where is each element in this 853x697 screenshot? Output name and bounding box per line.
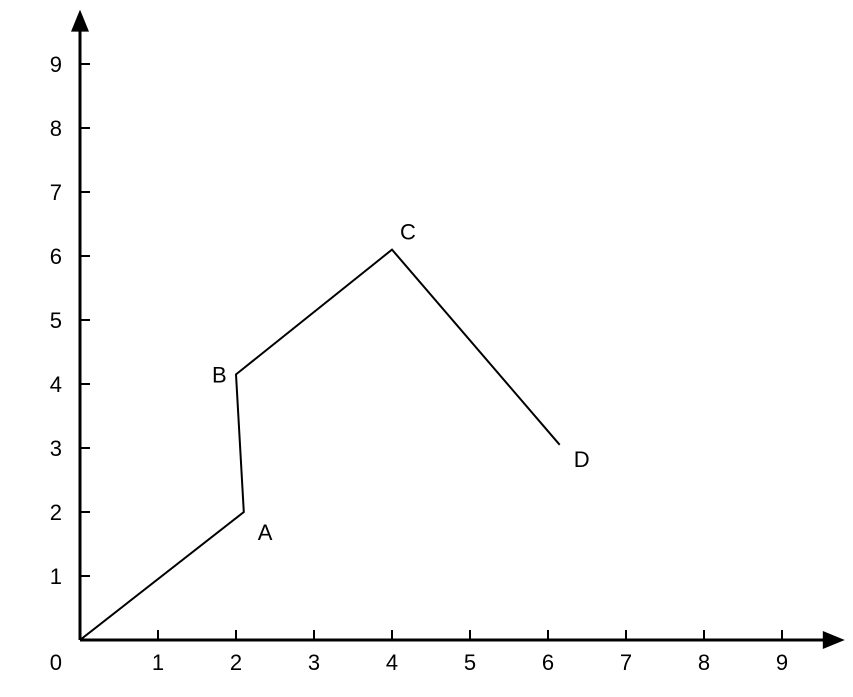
y-tick-label: 3 — [50, 436, 62, 461]
data-line — [80, 250, 560, 640]
x-tick-label: 8 — [698, 650, 710, 675]
x-tick-label: 1 — [152, 650, 164, 675]
point-label-a: A — [258, 520, 273, 545]
x-tick-label: 9 — [776, 650, 788, 675]
x-tick-label: 7 — [620, 650, 632, 675]
y-tick-label: 8 — [50, 116, 62, 141]
y-tick-label: 5 — [50, 308, 62, 333]
x-tick-label: 2 — [230, 650, 242, 675]
point-label-d: D — [574, 447, 590, 472]
y-axis-arrow — [71, 10, 89, 32]
y-tick-label: 6 — [50, 244, 62, 269]
y-tick-label: 1 — [50, 564, 62, 589]
point-label-b: B — [212, 362, 227, 387]
x-tick-label: 4 — [386, 650, 398, 675]
origin-label: 0 — [50, 650, 62, 675]
x-tick-label: 3 — [308, 650, 320, 675]
y-tick-label: 2 — [50, 500, 62, 525]
x-tick-label: 5 — [464, 650, 476, 675]
y-tick-label: 4 — [50, 372, 62, 397]
point-label-c: C — [400, 220, 416, 245]
x-tick-label: 6 — [542, 650, 554, 675]
chart-container: { "chart": { "type": "line", "background… — [0, 0, 853, 697]
y-tick-label: 7 — [50, 180, 62, 205]
y-tick-label: 9 — [50, 52, 62, 77]
line-chart: 1 2 3 4 5 6 7 8 9 1 2 3 4 5 6 7 8 9 0 A B C D — [0, 0, 853, 697]
x-axis-arrow — [823, 631, 845, 649]
